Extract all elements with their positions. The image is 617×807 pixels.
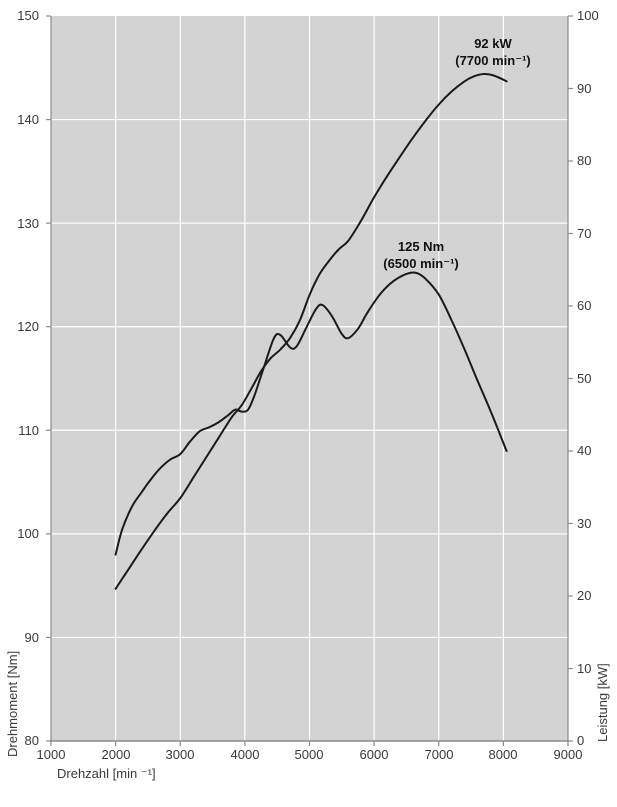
right-axis-tick: 70 <box>577 226 592 241</box>
x-axis-title: Drehzahl [min ⁻¹] <box>57 766 156 781</box>
torque-peak-rpm: (6500 min⁻¹) <box>383 256 459 271</box>
left-axis-tick: 150 <box>17 8 39 23</box>
right-axis-tick: 0 <box>577 733 585 748</box>
x-axis-tick: 7000 <box>424 747 454 762</box>
x-axis-tick: 4000 <box>230 747 260 762</box>
x-axis-tick: 1000 <box>36 747 66 762</box>
right-axis-tick: 20 <box>577 588 592 603</box>
x-axis-tick: 2000 <box>101 747 131 762</box>
right-axis-tick: 40 <box>577 443 592 458</box>
power-peak-rpm: (7700 min⁻¹) <box>455 53 531 68</box>
torque-peak-value: 125 Nm <box>397 239 445 254</box>
torque-curve <box>114 271 508 556</box>
torque-peak-annotation: 125 Nm (6500 min⁻¹) <box>345 238 497 272</box>
left-axis-tick: 80 <box>24 733 39 748</box>
x-axis-tick: 6000 <box>359 747 389 762</box>
right-axis-tick: 60 <box>577 298 592 313</box>
x-axis-tick: 9000 <box>553 747 583 762</box>
power-peak-value: 92 kW <box>474 36 512 51</box>
power-peak-annotation: 92 kW (7700 min⁻¹) <box>417 35 569 69</box>
left-axis-tick: 140 <box>17 112 39 127</box>
x-axis-tick: 5000 <box>294 747 324 762</box>
left-axis-tick: 120 <box>17 319 39 334</box>
right-axis-tick: 90 <box>577 81 592 96</box>
left-axis-title: Drehmoment [Nm] <box>5 650 20 757</box>
right-axis-tick: 80 <box>577 153 592 168</box>
left-axis-tick: 110 <box>18 423 39 438</box>
left-axis-tick: 100 <box>17 526 39 541</box>
power-curve <box>114 72 508 590</box>
right-axis-title: Leistung [kW] <box>595 663 610 742</box>
right-axis-tick: 10 <box>577 661 592 676</box>
x-axis-tick: 3000 <box>165 747 195 762</box>
right-axis-tick: 100 <box>577 8 599 23</box>
x-axis-tick: 8000 <box>488 747 518 762</box>
left-axis-tick: 90 <box>24 630 39 645</box>
right-axis-tick: 50 <box>577 371 592 386</box>
right-axis-tick: 30 <box>577 516 592 531</box>
left-axis-tick: 130 <box>17 216 39 231</box>
